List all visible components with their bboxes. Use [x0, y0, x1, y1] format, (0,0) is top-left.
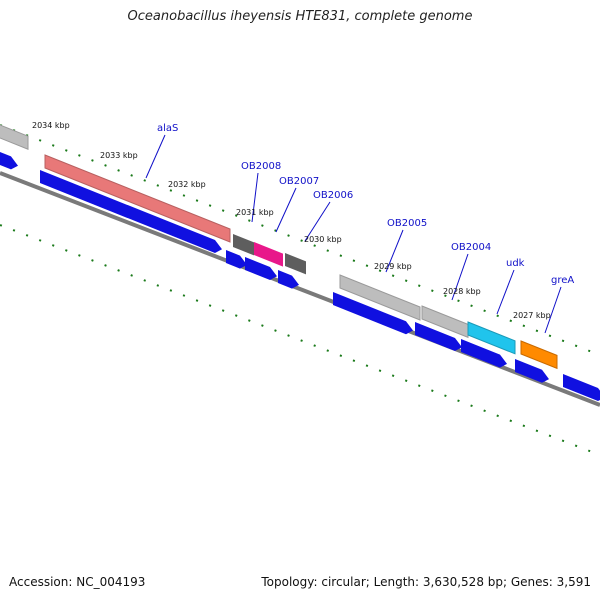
cds-arrow-ob2007 [245, 257, 277, 280]
gene-label-ob2006: OB2006 [313, 190, 353, 201]
leader-lines-group [145, 134, 562, 334]
gene-label-ob2004: OB2004 [451, 242, 491, 253]
tick-row-upper [0, 124, 600, 356]
tick-label-2034-kbp: 2034 kbp [32, 121, 70, 130]
accession-text: Accession: NC_004193 [9, 575, 146, 589]
leader-line-ob2004 [451, 253, 469, 301]
gene-label-grea: greA [551, 275, 574, 286]
backbone-group [0, 171, 600, 407]
gene-label-udk: udk [506, 258, 525, 269]
gene-label-ob2005: OB2005 [387, 218, 427, 229]
gene-label-alas: alaS [157, 123, 178, 134]
gene-bar-ob2006 [285, 253, 306, 275]
cds-arrow-udk [461, 339, 507, 368]
leader-line-udk [496, 269, 515, 315]
gene-bar-ob2004 [421, 305, 469, 339]
gene-bar-ob2008 [233, 234, 254, 256]
tick-label-2032-kbp: 2032 kbp [168, 180, 206, 189]
gene-bar-alas [44, 154, 231, 243]
tick-label-2028-kbp: 2028 kbp [443, 287, 481, 296]
feature-group [0, 124, 600, 401]
cds-arrow-ob2005 [333, 292, 413, 335]
leader-line-ob2007 [275, 187, 297, 233]
cds-arrow-grea [515, 359, 549, 383]
map-title: Oceanobacillus iheyensis HTE831, complet… [127, 9, 473, 24]
label-group: 2034 kbp 2033 kbp 2032 kbp 2031 kbp 2030 kbp… [32, 121, 574, 320]
cds-arrow-ob2008 [226, 250, 247, 269]
tick-label-2029-kbp: 2029 kbp [374, 262, 412, 271]
gene-bar-left-grey [0, 124, 29, 150]
gene-bar-ob2007 [254, 242, 283, 267]
leader-line-grea [544, 286, 562, 334]
backbone-line [0, 171, 600, 407]
tick-label-2031-kbp: 2031 kbp [236, 208, 274, 217]
leader-line-ob2005 [385, 229, 404, 273]
tick-label-2033-kbp: 2033 kbp [100, 151, 138, 160]
cds-arrow-right [563, 374, 600, 401]
leader-line-ob2006 [304, 201, 331, 242]
cds-arrow-alas [40, 170, 222, 253]
genome-meta-text: Topology: circular; Length: 3,630,528 bp… [261, 575, 591, 589]
tick-label-2030-kbp: 2030 kbp [304, 235, 342, 244]
gene-label-ob2008: OB2008 [241, 161, 281, 172]
gene-bar-ob2005 [339, 274, 421, 321]
gene-bar-grea [520, 340, 558, 370]
cds-arrow-ob2004 [415, 322, 462, 351]
cds-arrow-left [0, 151, 18, 170]
leader-line-ob2008 [251, 172, 259, 223]
leader-line-alas [145, 134, 166, 179]
cds-arrow-ob2006 [278, 270, 299, 289]
gene-label-ob2007: OB2007 [279, 176, 319, 187]
tick-label-2027-kbp: 2027 kbp [513, 311, 551, 320]
gene-bar-udk [467, 321, 516, 355]
